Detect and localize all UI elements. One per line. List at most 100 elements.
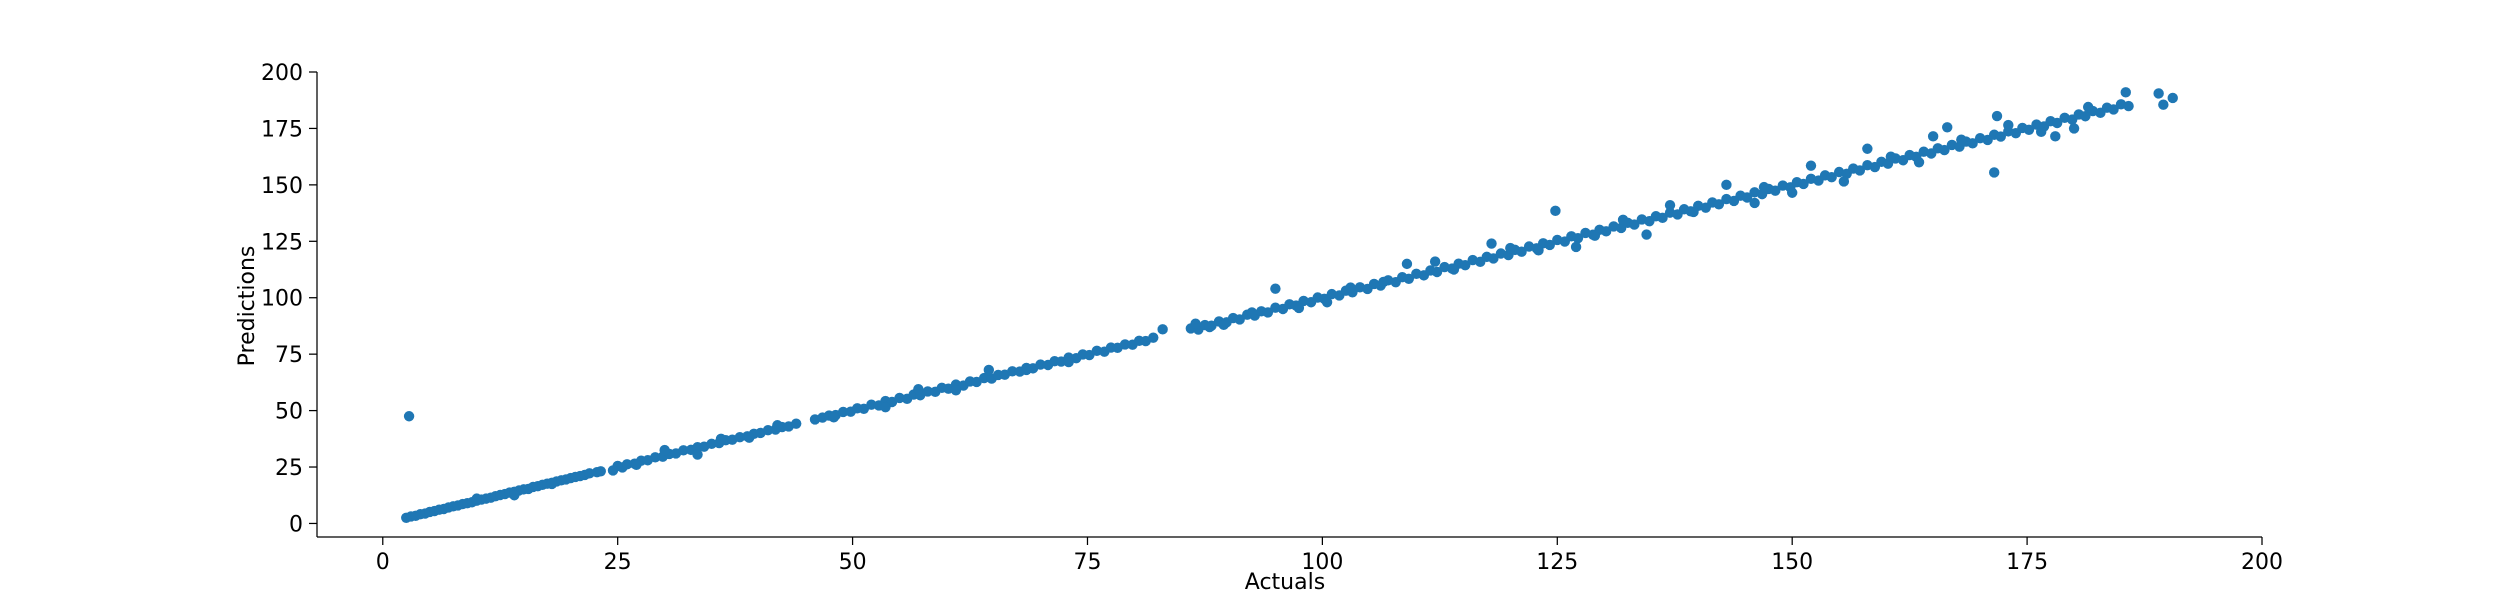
scatter-point [1967, 138, 1978, 149]
scatter-point [1688, 206, 1699, 218]
scatter-point [837, 406, 849, 418]
scatter-point [2051, 117, 2063, 129]
y-tick-label: 25 [275, 456, 303, 481]
scatter-point [2082, 101, 2094, 113]
scatter-point [744, 432, 755, 443]
scatter-point [762, 425, 774, 436]
scatter-point [1713, 199, 1725, 210]
scatter-point [1629, 219, 1640, 230]
scatter-point [1657, 212, 1668, 224]
scatter-point [1270, 283, 1281, 294]
scatter-point [1084, 349, 1095, 361]
scatter-point [913, 383, 924, 395]
scatter-point [1488, 253, 1499, 264]
y-axis-ticks: 0 25 50 75 100 125 150 175 200 [261, 61, 317, 537]
scatter-point [1798, 178, 1809, 190]
scatter-point [678, 445, 689, 456]
scatter-point [1119, 339, 1131, 350]
scatter-point [791, 418, 802, 429]
scatter-point [2153, 88, 2164, 99]
y-tick-label: 50 [275, 400, 303, 425]
scatter-point [880, 402, 891, 413]
scatter-point [1617, 214, 1629, 226]
scatter-point [894, 392, 905, 404]
scatter-point [1157, 324, 1168, 335]
y-tick-label: 0 [289, 512, 303, 537]
scatter-point [1995, 131, 2006, 142]
scatter-point [1378, 276, 1389, 288]
scatter-point [2003, 119, 2014, 131]
scatter-point [1885, 151, 1897, 162]
scatter-point [1942, 122, 1953, 133]
scatter-point [650, 452, 661, 463]
scatter-point [1148, 332, 1159, 343]
scatter-point [1021, 364, 1032, 376]
scatter-point [631, 459, 642, 470]
scatter-point [1234, 314, 1245, 325]
scatter-point [1505, 242, 1516, 254]
y-tick-label: 75 [275, 343, 303, 368]
scatter-point [1035, 359, 1046, 370]
scatter-point [1770, 185, 1781, 196]
scatter-point [1401, 258, 1413, 270]
scatter-point [1641, 229, 1652, 240]
scatter-point [1429, 256, 1441, 267]
scatter-point [1786, 187, 1798, 198]
scatter-point [1570, 241, 1582, 253]
x-tick-label: 200 [2241, 550, 2283, 575]
scatter-point [1262, 307, 1274, 318]
scatter-point [509, 490, 520, 501]
data-points [401, 87, 2178, 524]
scatter-point [978, 372, 990, 384]
scatter-point [2068, 123, 2080, 134]
y-tick-label: 150 [261, 174, 303, 199]
scatter-point [828, 412, 839, 423]
scatter-point [1218, 319, 1229, 331]
y-axis-label: Predictions [235, 246, 260, 367]
scatter-point [1572, 232, 1584, 244]
x-tick-label: 25 [604, 550, 632, 575]
scatter-point [772, 420, 783, 431]
scatter-point [2080, 111, 2091, 122]
x-axis-ticks: 0 25 50 75 100 125 150 175 200 [376, 537, 2283, 575]
scatter-point [692, 449, 703, 460]
scatter-point [1749, 197, 1760, 209]
scatter-point [1516, 246, 1527, 257]
scatter-point [1204, 321, 1215, 333]
scatter-point [706, 438, 717, 449]
y-tick-label: 200 [261, 61, 303, 86]
y-tick-label: 175 [261, 117, 303, 142]
scatter-point [1533, 245, 1544, 256]
scatter-point [2108, 104, 2119, 115]
scatter-point [1721, 179, 1732, 191]
x-tick-label: 75 [1073, 550, 1101, 575]
scatter-point [1927, 131, 1939, 142]
scatter-point [1805, 160, 1817, 171]
scatter-point [546, 478, 558, 490]
scatter-point [715, 433, 727, 445]
scatter-point [1190, 318, 1201, 329]
scatter-point [2167, 92, 2178, 104]
x-tick-label: 125 [1536, 550, 1578, 575]
scatter-point [1293, 302, 1305, 314]
scatter-point [1589, 230, 1601, 241]
scatter-point [1345, 282, 1356, 293]
x-tick-label: 175 [2006, 550, 2048, 575]
x-tick-label: 0 [376, 550, 390, 575]
scatter-point [1550, 205, 1561, 217]
scatter-point [922, 386, 933, 397]
scatter-point [607, 465, 619, 476]
scatter-point [621, 459, 633, 470]
scatter-point [950, 385, 962, 396]
scatter-point [1991, 110, 2003, 122]
scatter-point [1321, 297, 1333, 308]
scatter-point [1758, 181, 1770, 193]
scatter-point [1956, 134, 1967, 145]
scatter-point [1664, 199, 1676, 211]
scatter-point [1486, 238, 1497, 249]
x-tick-label: 50 [839, 550, 867, 575]
scatter-point [1246, 307, 1258, 318]
scatter-point [1741, 192, 1753, 203]
x-tick-label: 100 [1301, 550, 1343, 575]
scatter-point [471, 493, 482, 504]
